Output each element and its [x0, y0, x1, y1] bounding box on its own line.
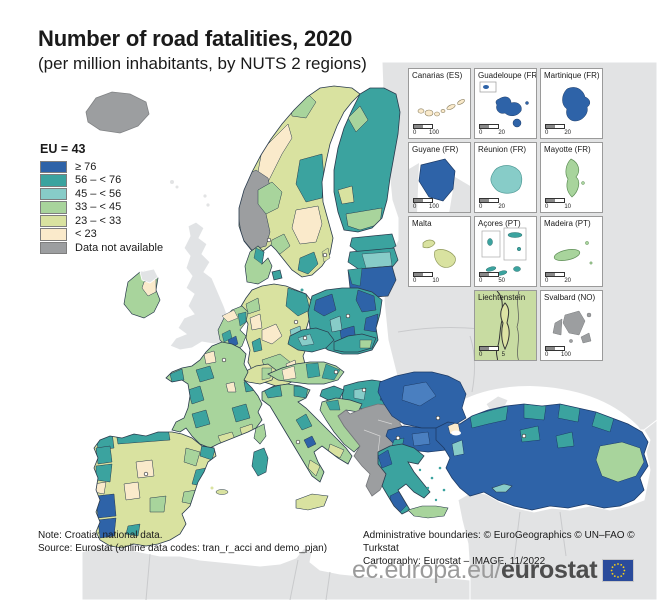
inset-title: Malta: [412, 219, 432, 228]
legend-label: Data not available: [75, 241, 164, 254]
scale-bar: 0 20: [479, 198, 505, 210]
scale-bar: 0 100: [413, 124, 439, 136]
inset-map-martinique: [562, 87, 590, 122]
region-ireland: [123, 268, 161, 319]
scale-bar: 0 10: [545, 198, 571, 210]
note-line: Note: Croatia: national data.: [38, 530, 163, 541]
scale-bar: 0 10: [413, 272, 439, 284]
cartography-line: Cartography: Eurostat – IMAGE, 11/2022: [363, 556, 546, 567]
inset-map-madeira: [553, 241, 593, 265]
legend-row: < 23: [40, 228, 190, 242]
inset-title: Svalbard (NO): [544, 293, 596, 302]
capital-city-dots: [143, 237, 527, 477]
region-iceland: [85, 91, 150, 134]
inset-title: Guyane (FR): [412, 145, 459, 154]
region-greece: [377, 443, 454, 519]
title-block: Number of road fatalities, 2020 (per mil…: [38, 26, 367, 74]
region-scandinavia: [238, 85, 361, 278]
legend-swatch: [40, 160, 67, 173]
legend-row: 45 – < 56: [40, 187, 190, 201]
eu-average-label: EU = 43: [40, 142, 86, 156]
legend-row: 23 – < 33: [40, 214, 190, 228]
scale-bar: 0 20: [545, 124, 571, 136]
region-iberia: [93, 431, 229, 549]
scale-bar: 0 20: [545, 272, 571, 284]
inset-map-liechtenstein: [495, 291, 520, 360]
inset-guyane: Guyane (FR) 0 100: [408, 142, 471, 213]
inset-canarias: Canarias (ES) 0 100: [408, 68, 471, 139]
footer: ec.europa.eu/eurostat: [352, 556, 635, 585]
scale-bar: 0 50: [479, 272, 505, 284]
legend-swatch: [40, 187, 67, 200]
notes-block: Note: Croatia: national data. Source: Eu…: [38, 529, 327, 555]
region-alpine: [239, 361, 345, 385]
inset-map-svalbard: [552, 310, 592, 344]
scale-bar: 0 100: [545, 346, 571, 358]
inset-title: Canarias (ES): [412, 71, 463, 80]
inset-mayotte: Mayotte (FR) 0 10: [540, 142, 603, 213]
legend-row: ≥ 76: [40, 160, 190, 174]
source-line: Source: Eurostat (online data codes: tra…: [38, 543, 328, 554]
region-romania: [377, 371, 467, 429]
page-subtitle: (per million inhabitants, by NUTS 2 regi…: [38, 54, 367, 73]
inset-title: Madeira (PT): [544, 219, 591, 228]
legend-label: 45 – < 56: [75, 187, 122, 200]
inset-map-canarias: [417, 99, 465, 117]
inset-guadeloupe: Guadeloupe (FR) 0 20: [474, 68, 537, 139]
inset-svalbard: Svalbard (NO) 0 100: [540, 290, 603, 361]
legend-row: 33 – < 45: [40, 201, 190, 215]
inset-title: Réunion (FR): [478, 145, 527, 154]
legend-row: 56 – < 76: [40, 174, 190, 188]
inset-acores: Açores (PT) 0 50: [474, 216, 537, 287]
inset-title: Martinique (FR): [544, 71, 600, 80]
legend-swatch: [40, 214, 67, 227]
region-czechia-slovakia: [287, 327, 377, 353]
legend-label: ≥ 76: [75, 160, 97, 173]
inset-malta: Malta 0 10: [408, 216, 471, 287]
region-africa-middleeast: [81, 419, 657, 600]
black-sea: [426, 386, 641, 436]
inset-map-acores: [481, 227, 527, 276]
legend-swatch: [40, 201, 67, 214]
inset-map-malta: [422, 239, 456, 268]
region-denmark: [244, 245, 304, 292]
inset-title: Guadeloupe (FR): [478, 71, 537, 80]
region-italy: [251, 383, 353, 511]
legend-swatch: [40, 228, 67, 241]
region-turkey: [435, 403, 649, 511]
inset-map-guyane: [409, 158, 470, 212]
inset-map-reunion: [490, 165, 523, 194]
inset-map-mayotte: [565, 158, 585, 198]
scale-bar: 0 100: [413, 198, 439, 210]
inset-reunion: Réunion (FR) 0 20: [474, 142, 537, 213]
region-united-kingdom: [169, 221, 232, 351]
legend-row: Data not available: [40, 241, 190, 255]
inset-title: Mayotte (FR): [544, 145, 591, 154]
legend-swatch: [40, 174, 67, 187]
inset-title: Açores (PT): [478, 219, 521, 228]
legend-label: 33 – < 45: [75, 201, 122, 214]
legend-swatch: [40, 241, 67, 254]
credits-block: Administrative boundaries: © EuroGeograp…: [363, 529, 657, 568]
legend-label: 23 – < 33: [75, 214, 122, 227]
map-legend: EU = 43 ≥ 76 56 – < 76 45 – < 56 33 – < …: [40, 142, 190, 255]
scale-bar: 0 20: [479, 124, 505, 136]
inset-map-guadeloupe: [479, 81, 529, 128]
inset-madeira: Madeira (PT) 0 20: [540, 216, 603, 287]
legend-label: 56 – < 76: [75, 174, 122, 187]
inset-martinique: Martinique (FR) 0 20: [540, 68, 603, 139]
region-benelux: [217, 305, 249, 353]
eurostat-url: ec.europa.eu/eurostat: [352, 556, 598, 584]
inset-panels: Canarias (ES) 0 100 Guadeloupe (FR) 0 20: [408, 68, 603, 361]
boundaries-line: Administrative boundaries: © EuroGeograp…: [363, 530, 635, 554]
page-title: Number of road fatalities, 2020: [38, 26, 353, 51]
inset-title: Liechtenstein: [478, 293, 526, 302]
legend-label: < 23: [75, 228, 97, 241]
region-finland: [333, 87, 401, 233]
eu-flag-icon: [602, 559, 635, 582]
